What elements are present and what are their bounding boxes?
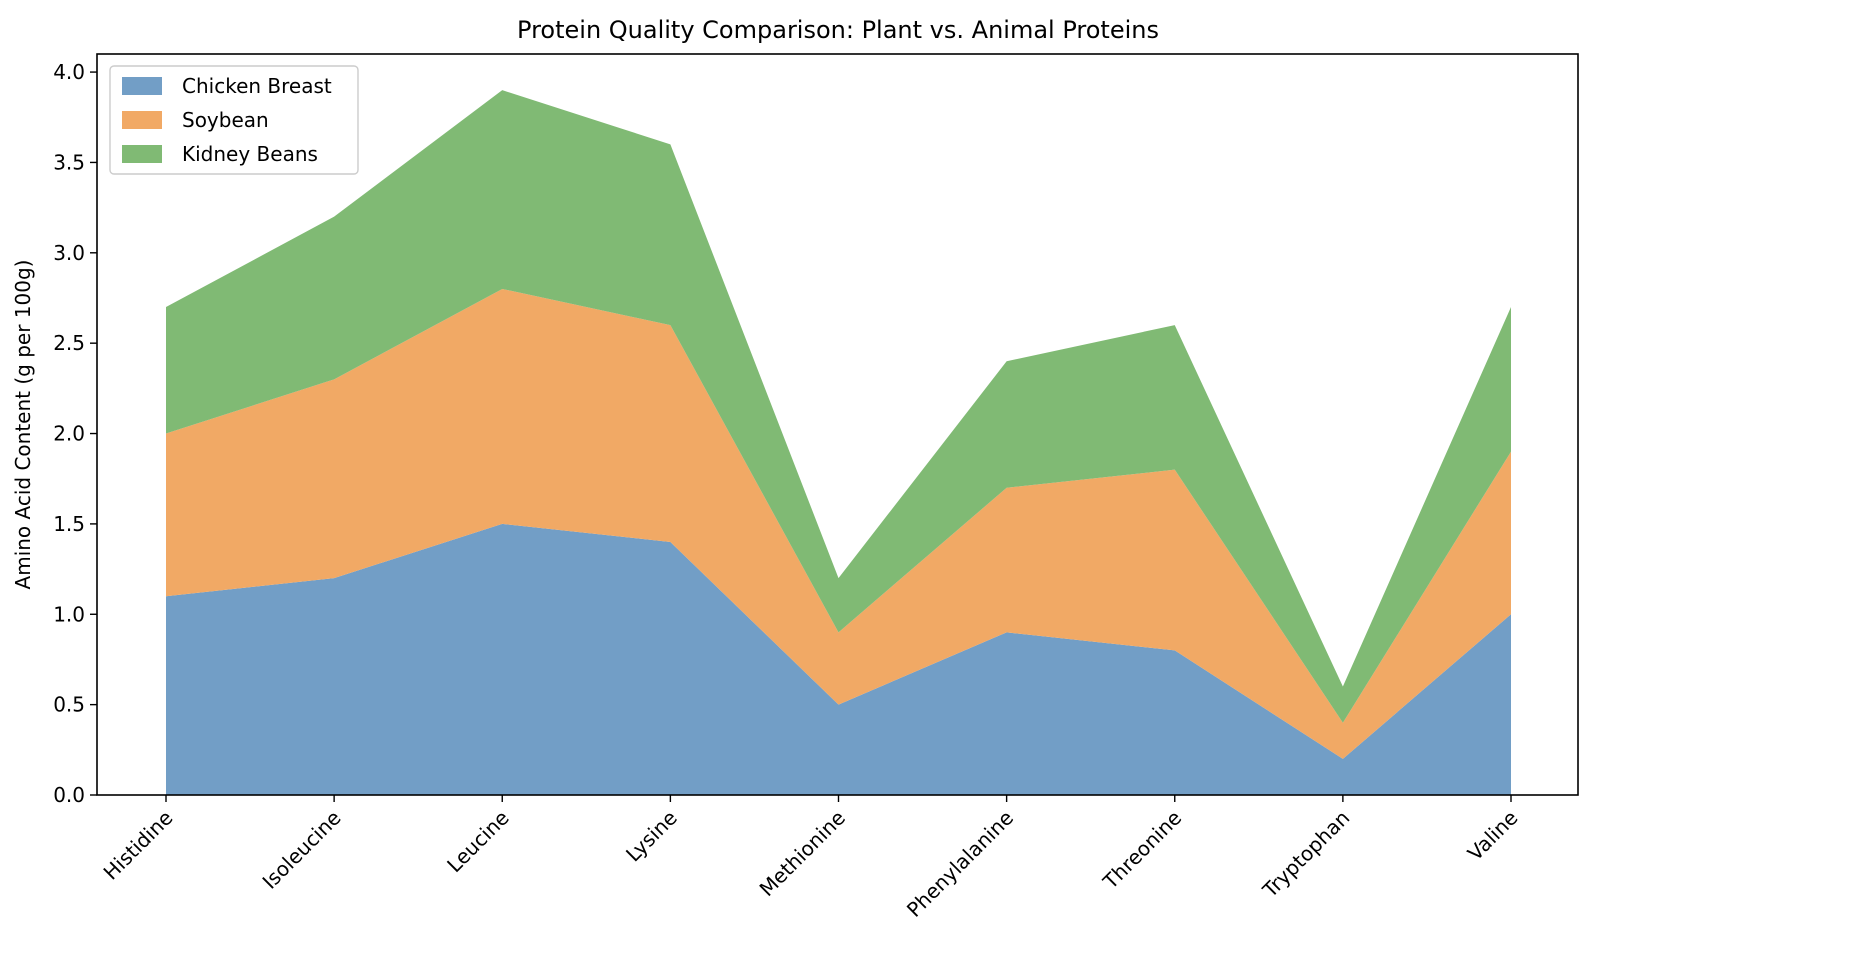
- x-tick-label-threonine: Threonine: [1098, 806, 1187, 895]
- legend-label-chicken-breast: Chicken Breast: [182, 74, 332, 98]
- y-tick-label: 2.5: [53, 331, 85, 355]
- chart-title: Protein Quality Comparison: Plant vs. An…: [517, 16, 1159, 44]
- legend-swatch-soybean: [122, 111, 162, 129]
- x-tick-label-histidine: Histidine: [99, 806, 178, 885]
- y-axis-title: Amino Acid Content (g per 100g): [11, 260, 35, 590]
- x-tick-label-valine: Valine: [1463, 806, 1523, 866]
- y-tick-label: 3.0: [53, 241, 85, 265]
- x-tick-label-lysine: Lysine: [621, 806, 682, 867]
- area-kidney-beans: [166, 90, 1511, 723]
- area-chicken-breast: [166, 523, 1511, 795]
- y-tick-label: 2.0: [53, 422, 85, 446]
- y-tick-label: 3.5: [53, 150, 85, 174]
- x-tick-label-methionine: Methionine: [755, 806, 851, 902]
- legend-label-soybean: Soybean: [182, 108, 269, 132]
- legend-box: [109, 65, 359, 175]
- y-tick-label: 0.5: [53, 693, 85, 717]
- legend-label-kidney-beans: Kidney Beans: [182, 142, 318, 166]
- plot-frame: [96, 53, 1579, 796]
- y-tick-label: 1.5: [53, 512, 85, 536]
- x-axis: Histidine Isoleucine Leucine Lysine Methioni…: [99, 795, 1523, 922]
- legend-swatch-kidney-beans: [122, 145, 162, 163]
- x-tick-label-phenylalanine: Phenylalanine: [902, 806, 1018, 922]
- legend-swatch-chicken-breast: [122, 77, 162, 95]
- x-tick-label-leucine: Leucine: [442, 806, 514, 878]
- area-soybean: [166, 288, 1511, 759]
- y-tick-label: 1.0: [53, 602, 85, 626]
- x-tick-label-isoleucine: Isoleucine: [258, 806, 346, 894]
- y-tick-label: 4.0: [53, 60, 85, 84]
- y-axis: 0.0 0.5 1.0 1.5 2.0 2.5 3.0 3.5 4.0: [53, 60, 97, 807]
- x-tick-label-tryptophan: Tryptophan: [1257, 806, 1354, 903]
- legend: Chicken Breast Soybean Kidney Beans: [109, 65, 359, 175]
- y-tick-label: 0.0: [53, 783, 85, 807]
- area-layers: [166, 90, 1511, 795]
